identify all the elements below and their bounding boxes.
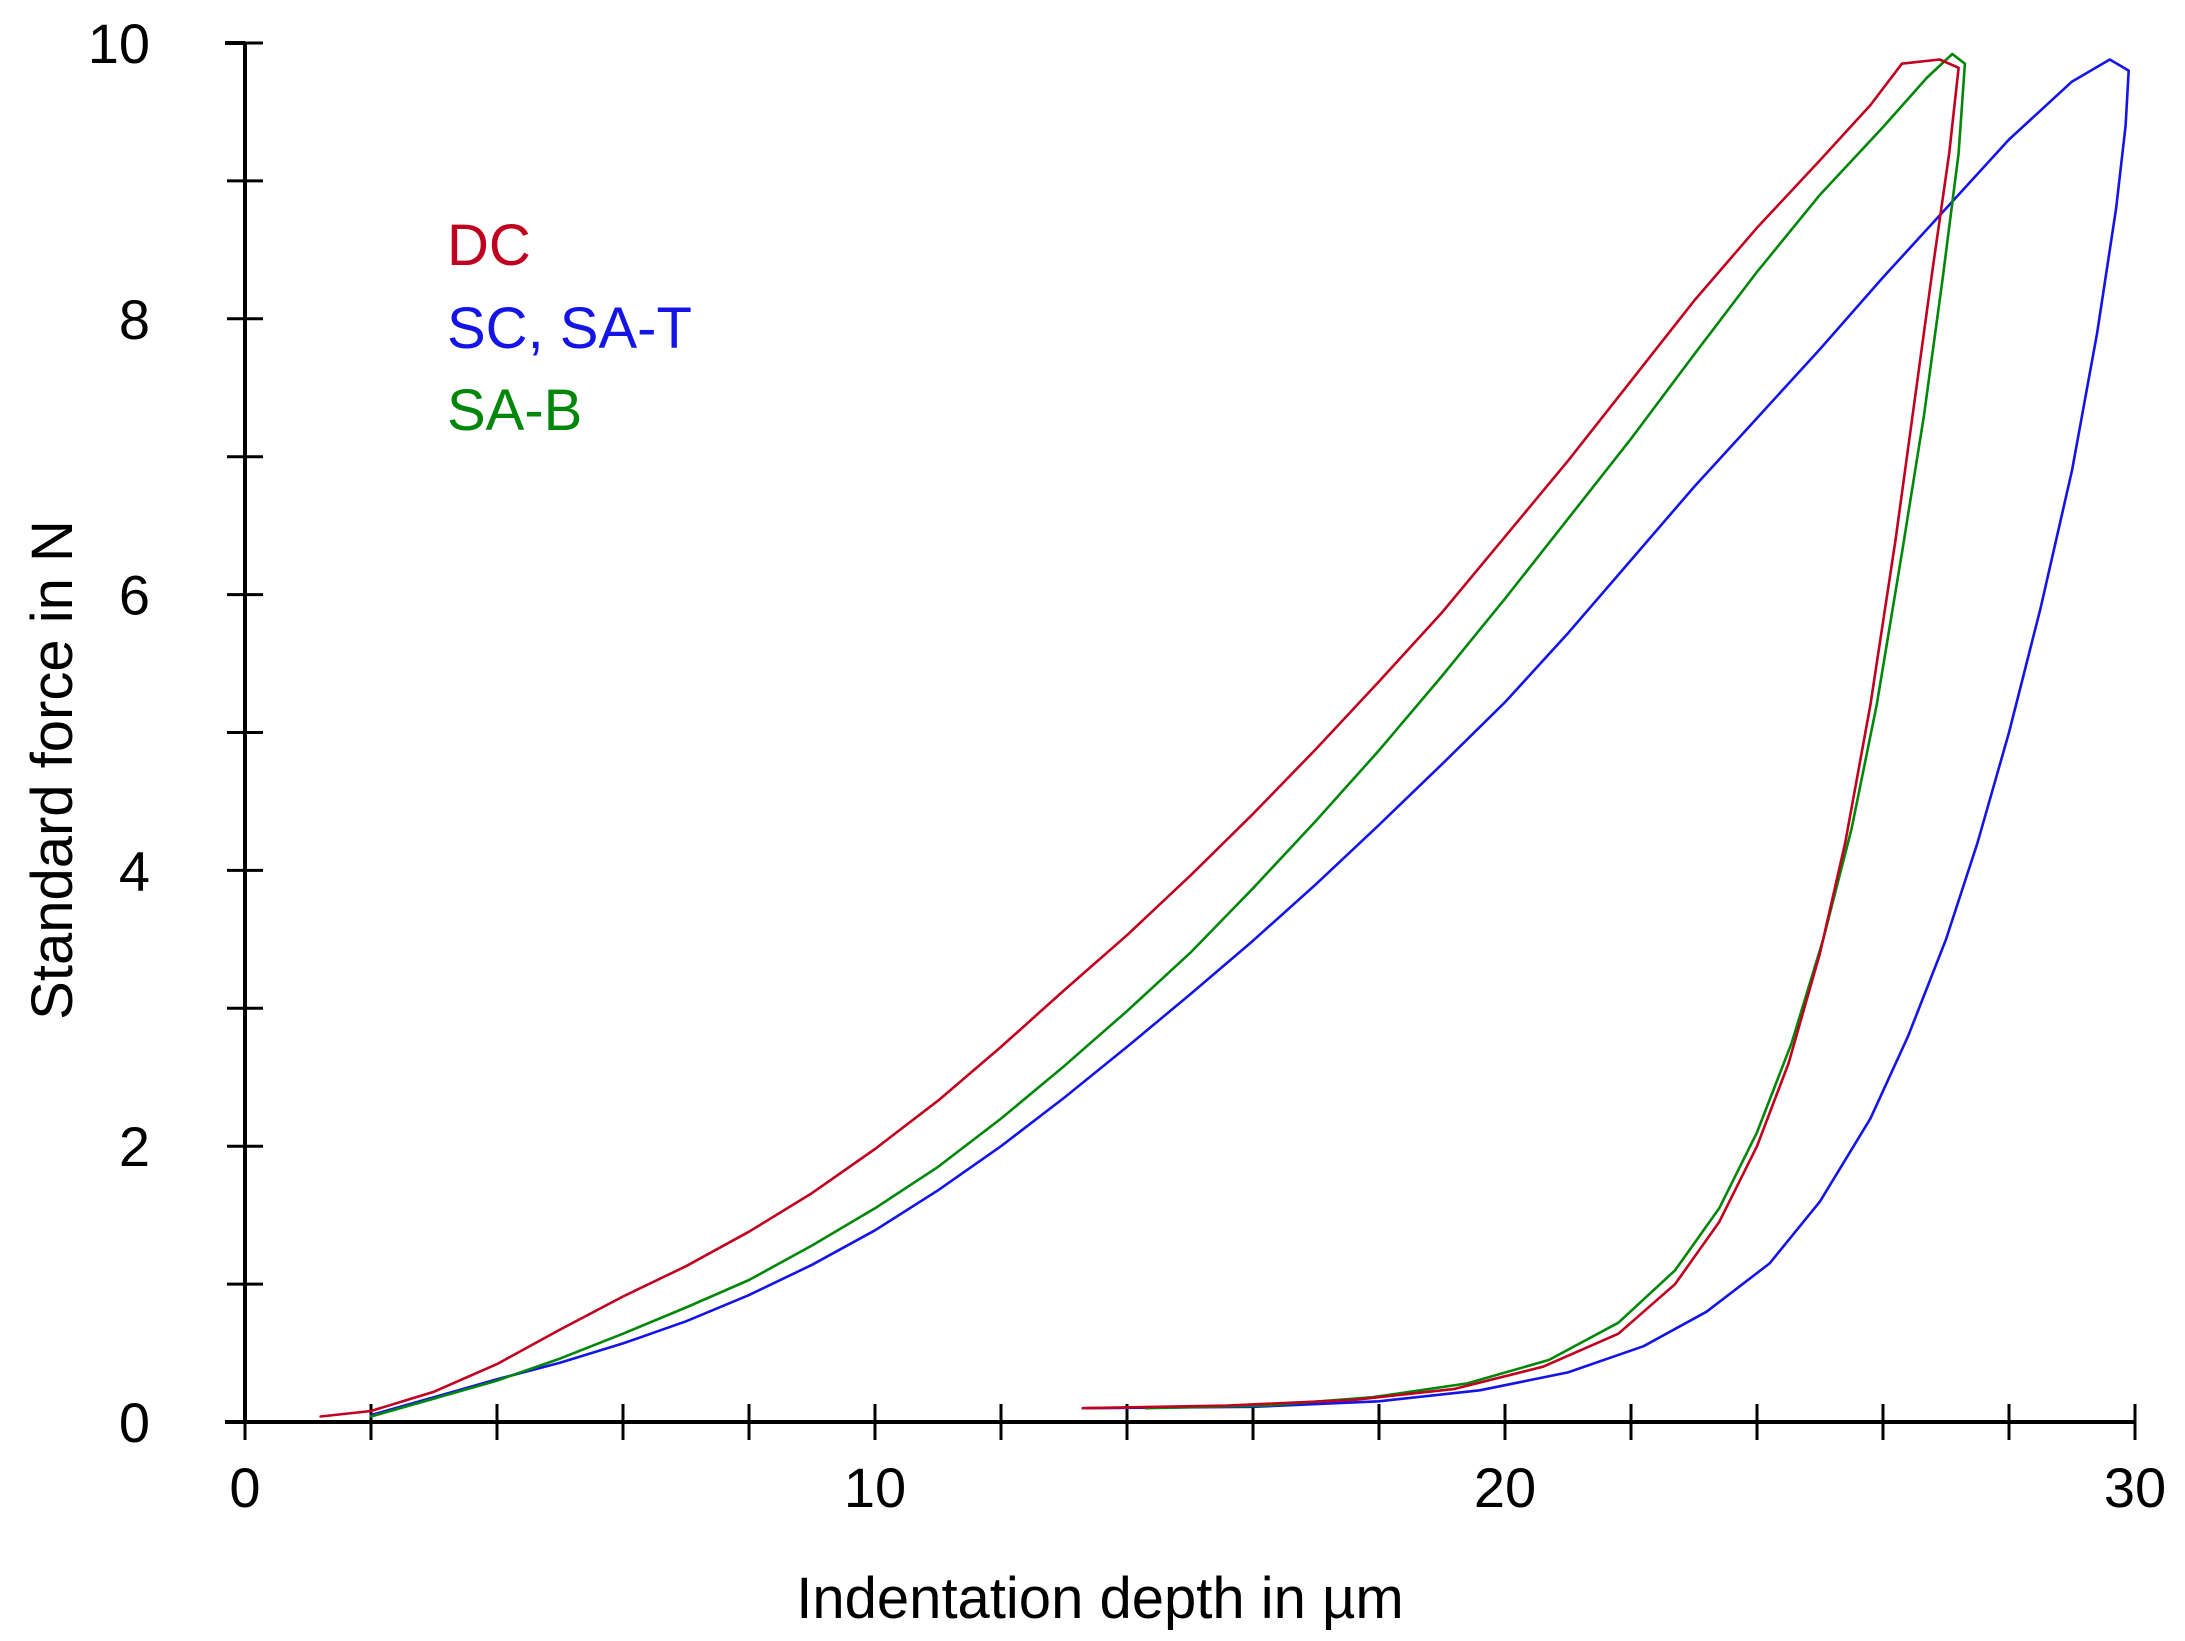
y-tick-label: 4 <box>119 839 150 902</box>
y-tick-label: 6 <box>119 564 150 627</box>
series-line-sc-sa-t <box>369 58 2130 1417</box>
y-tick-label: 2 <box>119 1115 150 1178</box>
x-tick-label: 20 <box>1474 1456 1536 1519</box>
legend-label-sa-b: SA-B <box>447 378 582 443</box>
legend-label-sc-sa-t: SC, SA-T <box>447 296 692 361</box>
series-line-sa-b <box>369 52 1967 1418</box>
y-tick-label: 0 <box>119 1391 150 1454</box>
axes: 0 10 20 30 0 2 4 6 8 10 <box>88 12 2166 1519</box>
x-tick-label: 10 <box>844 1456 906 1519</box>
labels: Indentation depth in µm Standard force i… <box>20 520 1404 1631</box>
y-tick-label: 10 <box>88 12 150 75</box>
x-tick-label: 30 <box>2104 1456 2166 1519</box>
legend: DC SC, SA-T SA-B <box>447 213 692 443</box>
series-line-dc <box>319 58 1960 1418</box>
x-axis-label: Indentation depth in µm <box>796 1566 1403 1631</box>
curves <box>319 52 2130 1418</box>
legend-label-dc: DC <box>447 213 531 278</box>
y-tick-label: 8 <box>119 288 150 351</box>
y-axis-label: Standard force in N <box>20 520 85 1020</box>
x-tick-label: 0 <box>229 1456 260 1519</box>
